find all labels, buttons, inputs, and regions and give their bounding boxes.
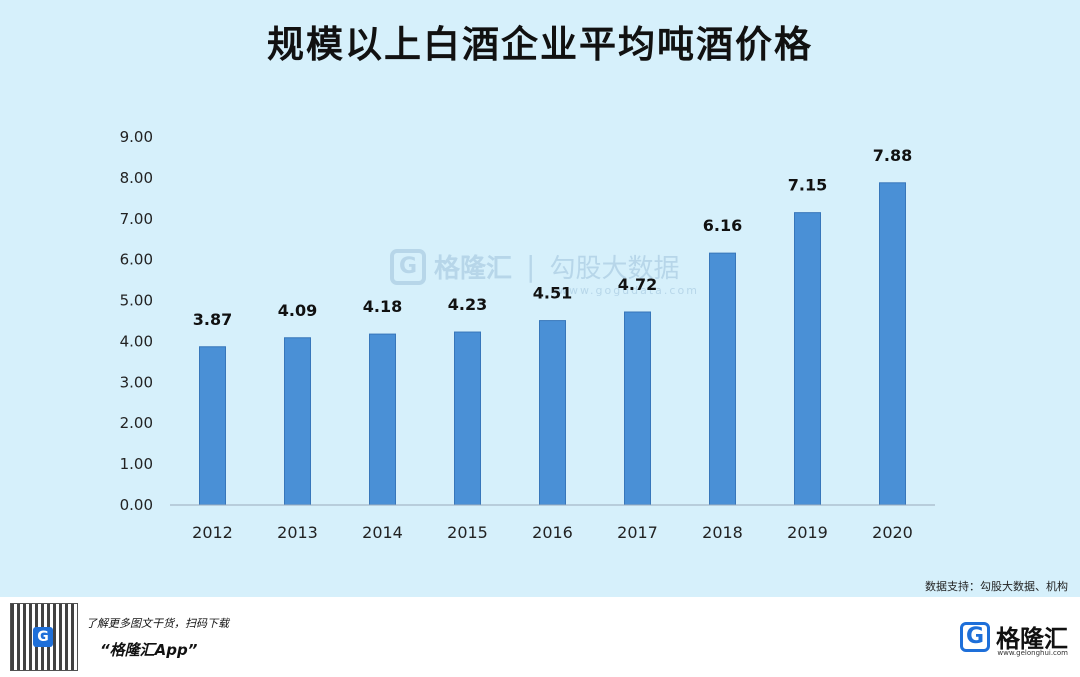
y-tick-label: 5.00: [120, 292, 153, 310]
data-label: 4.23: [448, 295, 487, 314]
brand-logo: G 格隆汇 www.gelonghui.com: [960, 619, 1068, 657]
watermark: G 格隆汇 | 勾股大数据 www.gogudata.com: [390, 248, 697, 297]
x-tick-label: 2016: [532, 523, 573, 542]
bar-2015: [454, 331, 481, 506]
x-tick-label: 2015: [447, 523, 488, 542]
bar-chart: 0.00 1.00 2.00 3.00 4.00 5.00 6.00 7.00 8.00 9.00…: [120, 128, 935, 542]
data-label: 3.87: [193, 310, 232, 329]
app-name: “格隆汇App”: [100, 641, 198, 659]
y-tick-label: 7.00: [120, 210, 153, 228]
brand-g-icon: G: [960, 621, 990, 652]
data-label: 4.18: [363, 297, 402, 316]
bar-2018: [709, 252, 736, 506]
bars: 3.87 4.09 4.18 4.23 4.51 4.72 6.16 7.15 7.88: [193, 146, 912, 506]
bar-2013: [284, 337, 311, 506]
y-tick-label: 2.00: [120, 414, 153, 432]
data-label: 4.51: [533, 284, 572, 303]
x-tick-label: 2017: [617, 523, 658, 542]
brand-url: www.gelonghui.com: [997, 649, 1068, 657]
x-tick-label: 2013: [277, 523, 318, 542]
x-tick-label: 2020: [872, 523, 913, 542]
x-tick-label: 2019: [787, 523, 828, 542]
bar-2019: [794, 212, 821, 506]
bar-2017: [624, 311, 651, 506]
x-tick-label: 2018: [702, 523, 743, 542]
data-label: 6.16: [703, 216, 742, 235]
x-tick-label: 2014: [362, 523, 403, 542]
bar-2014: [369, 333, 396, 506]
watermark-brand: 格隆汇: [434, 254, 513, 284]
y-tick-label: 8.00: [120, 169, 153, 187]
y-tick-label: 1.00: [120, 455, 153, 473]
watermark-product: 勾股大数据: [549, 254, 680, 284]
data-label: 7.88: [873, 146, 912, 165]
watermark-url: www.gogudata.com: [558, 284, 699, 297]
footer: G 了解更多图文干货，扫码下载 “格隆汇App” G 格隆汇 www.gelon…: [0, 597, 1080, 677]
brand-name: 格隆汇: [996, 625, 1068, 653]
y-tick-label: 4.00: [120, 332, 153, 350]
bar-2016: [539, 320, 566, 506]
chart-title: 规模以上白酒企业平均吨酒价格: [267, 23, 813, 66]
data-label: 4.09: [278, 301, 317, 320]
x-axis: 2012 2013 2014 2015 2016 2017 2018 2019 2020: [192, 523, 913, 542]
promo-line: 了解更多图文干货，扫码下载: [86, 617, 229, 630]
watermark-logo-icon: G: [390, 248, 426, 285]
y-axis: 0.00 1.00 2.00 3.00 4.00 5.00 6.00 7.00 8.00 9.00: [120, 128, 153, 514]
data-label: 7.15: [788, 176, 827, 195]
y-tick-label: 3.00: [120, 373, 153, 391]
y-tick-label: 6.00: [120, 251, 153, 269]
watermark-separator: |: [526, 250, 536, 283]
qr-logo-icon: G: [33, 627, 53, 647]
x-tick-label: 2012: [192, 523, 233, 542]
y-tick-label: 0.00: [120, 496, 153, 514]
bar-2012: [199, 346, 226, 506]
bar-2020: [879, 182, 906, 506]
y-tick-label: 9.00: [120, 128, 153, 146]
data-label: 4.72: [618, 275, 657, 294]
source-note: 数据支持：勾股大数据、机构: [925, 580, 1068, 593]
